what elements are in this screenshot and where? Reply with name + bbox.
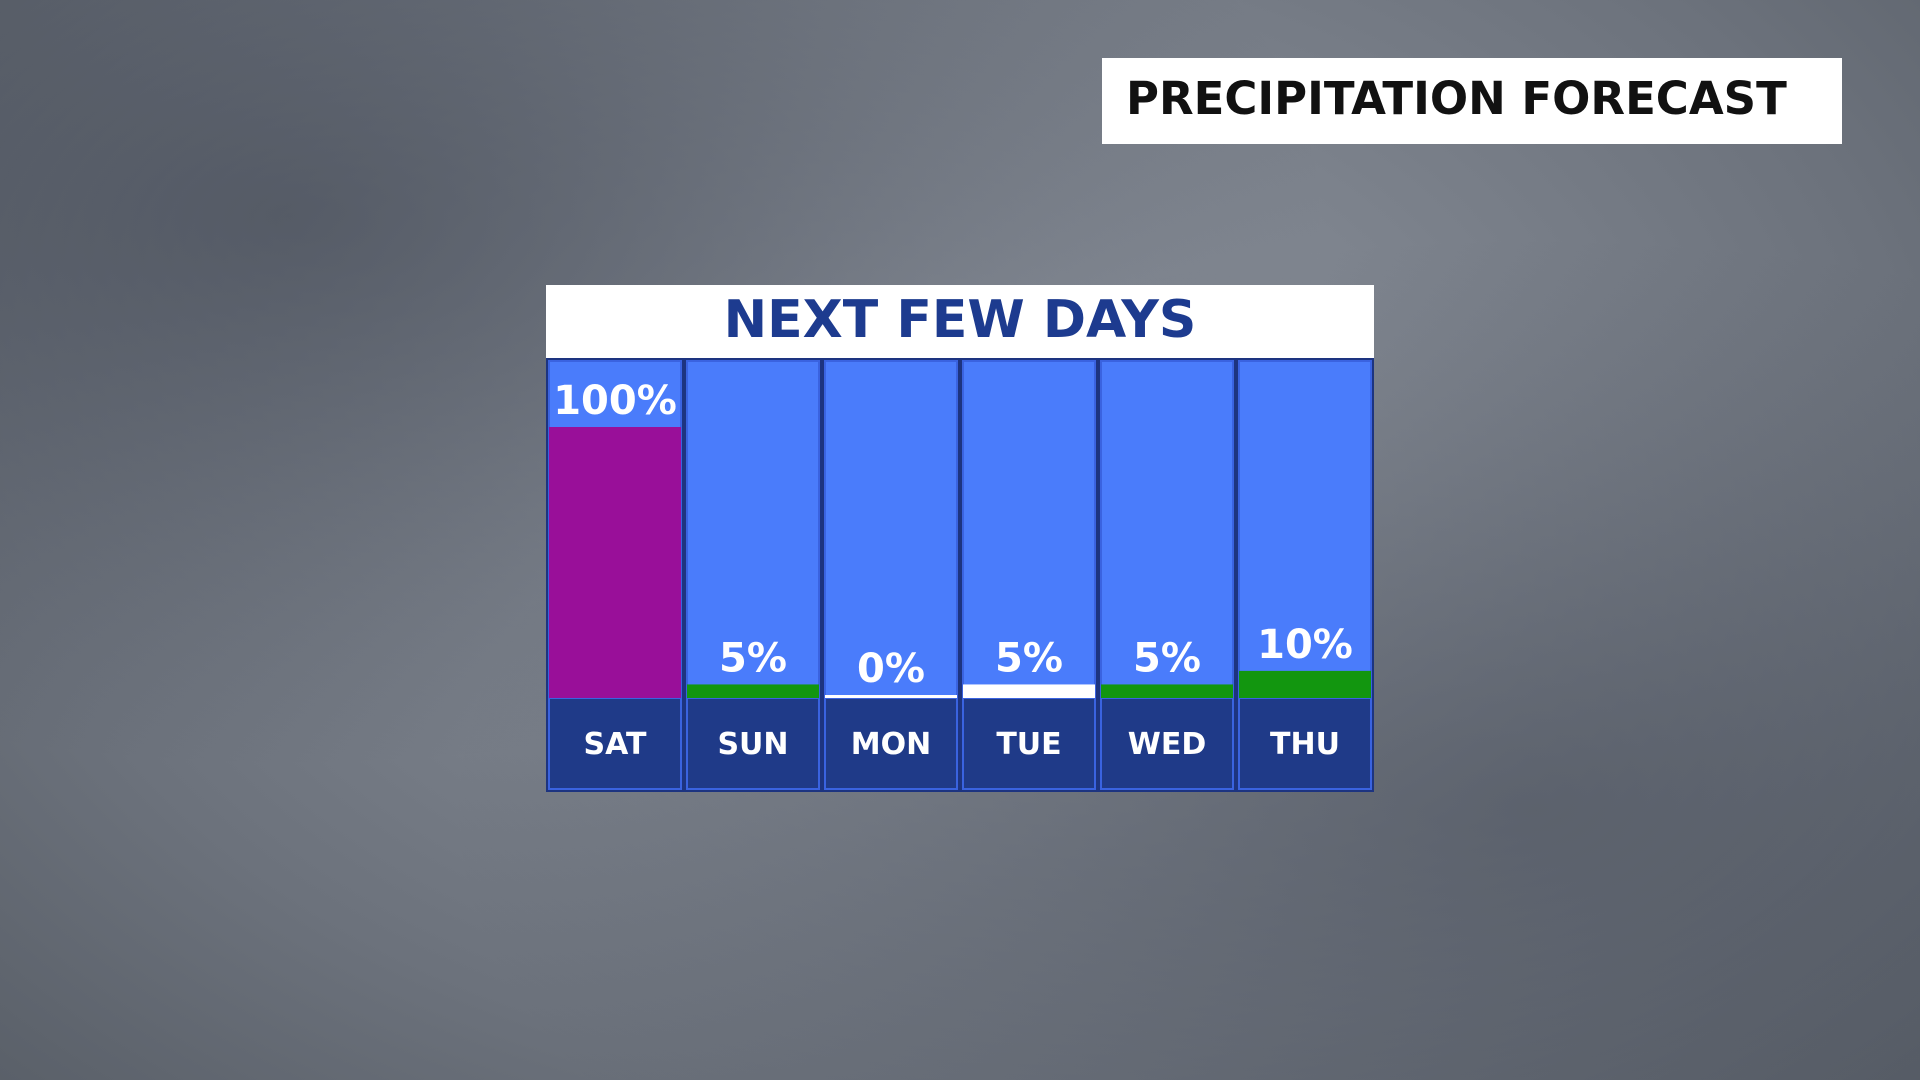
x-tick-label: TUE: [996, 727, 1061, 762]
day-box: [824, 697, 958, 790]
day-box: [1238, 697, 1372, 790]
value-label: 5%: [1133, 635, 1201, 681]
value-label: 10%: [1257, 622, 1353, 668]
column: [1100, 360, 1234, 699]
day-box: [686, 697, 820, 790]
column: [1238, 360, 1372, 699]
value-label: 100%: [553, 378, 677, 424]
header-box: [1102, 58, 1842, 144]
x-tick-label: MON: [851, 727, 931, 762]
chart-title: NEXT FEW DAYS: [724, 290, 1197, 350]
x-tick-label: SAT: [584, 727, 647, 762]
value-label: 0%: [857, 646, 925, 692]
bar: [549, 427, 681, 698]
x-tick-label: SUN: [717, 727, 788, 762]
chart-panel: [546, 358, 1374, 792]
bar: [963, 684, 1095, 698]
day-box: [962, 697, 1096, 790]
bar: [1239, 670, 1371, 698]
x-tick-label: THU: [1270, 727, 1340, 762]
day-box: [1100, 697, 1234, 790]
day-box: [548, 697, 682, 790]
value-label: 5%: [995, 635, 1063, 681]
bar: [687, 684, 819, 698]
header-title: PRECIPITATION FORECAST: [1126, 72, 1787, 125]
x-tick-label: WED: [1128, 727, 1207, 762]
chart-title-box: [546, 285, 1374, 358]
bar: [1101, 684, 1233, 698]
column: [962, 360, 1096, 699]
bar: [825, 695, 957, 698]
value-label: 5%: [719, 635, 787, 681]
